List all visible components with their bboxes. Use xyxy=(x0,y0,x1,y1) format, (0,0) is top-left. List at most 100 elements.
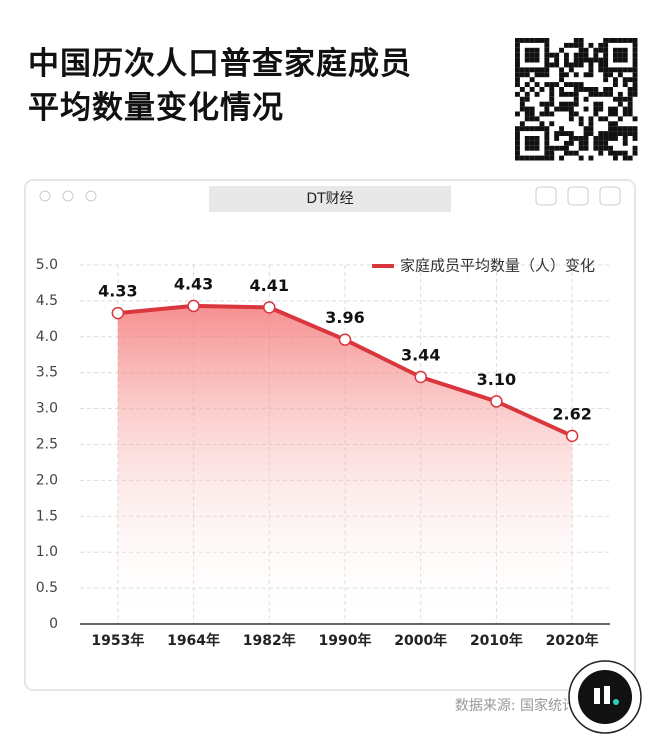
x-tick-label: 1964年 xyxy=(167,632,220,649)
qr-cell xyxy=(539,38,545,43)
qr-cell xyxy=(632,116,638,122)
qr-cell xyxy=(617,131,623,136)
qr-cell xyxy=(568,82,574,87)
qr-cell xyxy=(534,52,540,58)
qr-cell xyxy=(534,57,540,63)
qr-cell xyxy=(524,116,530,122)
qr-cell xyxy=(544,101,550,107)
qr-cell xyxy=(564,101,569,107)
qr-cell xyxy=(524,140,530,146)
qr-cell xyxy=(593,101,599,107)
qr-cell xyxy=(554,57,560,63)
qr-cell xyxy=(534,140,540,146)
logo-mark xyxy=(594,688,600,704)
qr-cell xyxy=(578,62,584,68)
qr-cell xyxy=(573,57,579,63)
qr-cell xyxy=(534,82,540,87)
qr-cell xyxy=(608,38,613,43)
qr-cell xyxy=(529,155,535,161)
qr-code xyxy=(515,38,638,161)
qr-cell xyxy=(564,72,569,78)
qr-cell xyxy=(617,101,623,107)
qr-cell xyxy=(578,116,584,122)
qr-cell xyxy=(564,91,569,97)
qr-cell xyxy=(529,111,535,117)
qr-cell xyxy=(613,96,618,102)
qr-cell xyxy=(524,155,530,161)
qr-cell xyxy=(617,126,623,132)
qr-cell xyxy=(593,91,599,97)
source: 数据来源: 国家统计局 xyxy=(455,697,590,714)
qr-cell xyxy=(617,96,623,102)
qr-cell xyxy=(564,62,569,68)
qr-cell xyxy=(529,77,535,83)
qr-cell xyxy=(534,155,540,161)
qr-cell xyxy=(613,38,618,43)
qr-cell xyxy=(583,136,589,141)
qr-cell xyxy=(578,145,584,151)
qr-cell xyxy=(529,87,535,92)
qr-cell xyxy=(603,87,609,92)
qr-cell xyxy=(568,150,574,156)
qr-cell xyxy=(524,96,530,102)
qr-cell xyxy=(544,72,550,78)
qr-cell xyxy=(617,38,623,43)
qr-cell xyxy=(544,47,550,53)
qr-cell xyxy=(559,87,564,92)
qr-cell xyxy=(583,87,589,92)
qr-cell xyxy=(573,72,579,78)
qr-cell xyxy=(534,67,540,73)
qr-cell xyxy=(573,91,579,97)
qr-cell xyxy=(515,72,520,78)
qr-cell xyxy=(519,106,525,112)
qr-cell xyxy=(515,67,520,73)
qr-cell xyxy=(529,106,535,112)
qr-cell xyxy=(524,38,530,43)
qr-cell xyxy=(573,136,579,141)
qr-cell xyxy=(583,131,589,136)
qr-cell xyxy=(564,140,569,146)
qr-cell xyxy=(544,38,550,43)
qr-cell xyxy=(627,87,633,92)
qr-cell xyxy=(603,77,609,83)
qr-cell xyxy=(534,38,540,43)
qr-cell xyxy=(622,140,628,146)
qr-cell xyxy=(529,47,535,53)
qr-cell xyxy=(632,77,638,83)
qr-cell xyxy=(627,106,633,112)
qr-cell xyxy=(554,62,560,68)
y-tick-label: 1.0 xyxy=(36,544,58,560)
qr-cell xyxy=(627,155,633,161)
qr-cell xyxy=(622,155,628,161)
qr-cell xyxy=(559,101,564,107)
qr-cell xyxy=(559,155,564,161)
qr-cell xyxy=(608,87,613,92)
window-button xyxy=(85,190,97,202)
qr-cell xyxy=(627,91,633,97)
qr-cell xyxy=(598,140,604,146)
data-label: 4.43 xyxy=(174,274,213,293)
qr-cell xyxy=(583,145,589,151)
qr-cell xyxy=(632,131,638,136)
qr-cell xyxy=(549,111,555,117)
qr-cell xyxy=(593,111,599,117)
qr-cell xyxy=(524,52,530,58)
point xyxy=(414,370,427,384)
qr-cell xyxy=(632,67,638,73)
title-line: 中国历次人口普查家庭成员 xyxy=(28,46,412,82)
qr-cell xyxy=(608,150,613,156)
qr-cell xyxy=(622,106,628,112)
qr-cell xyxy=(515,42,520,48)
qr-cell xyxy=(573,82,579,87)
qr-cell xyxy=(559,145,564,151)
x-tick-label: 2020年 xyxy=(546,632,599,649)
qr-cell xyxy=(593,47,599,53)
qr-cell xyxy=(603,72,609,78)
qr-cell xyxy=(544,131,550,136)
qr-cell xyxy=(573,62,579,68)
qr-cell xyxy=(617,116,623,122)
qr-cell xyxy=(573,111,579,117)
qr-cell xyxy=(568,140,574,146)
qr-cell xyxy=(622,52,628,58)
qr-cell xyxy=(632,82,638,87)
